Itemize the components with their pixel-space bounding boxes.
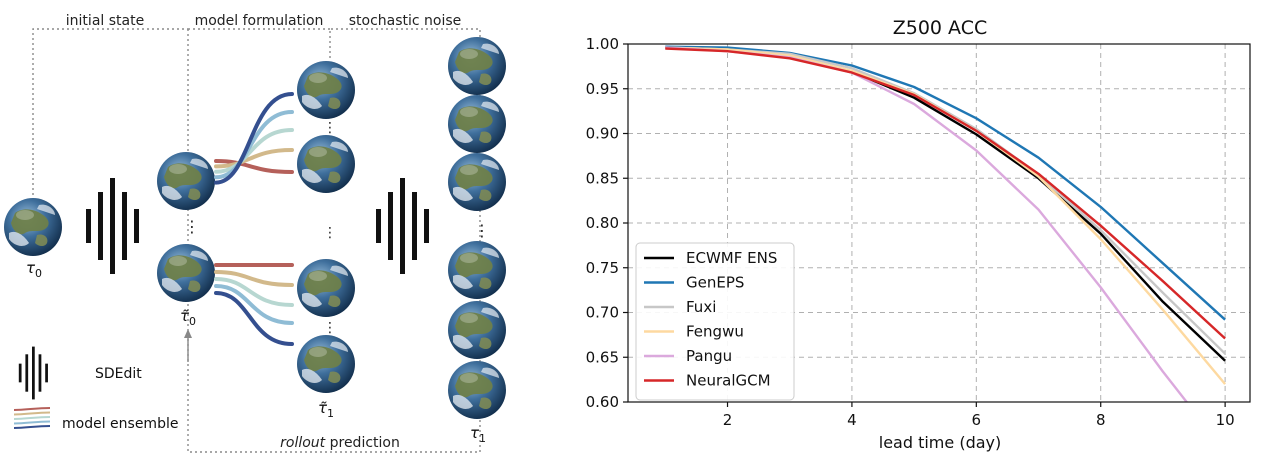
rollout-prediction-label: rollout prediction [280, 435, 400, 451]
x-tick-label: 8 [1096, 411, 1106, 429]
diagram-legend: SDEdit model ensemble [13, 346, 178, 432]
globe-icon-member-1 [297, 61, 355, 119]
globe-icon-final-4 [448, 241, 506, 299]
ensemble-curve [214, 110, 294, 180]
ensemble-curve [214, 159, 294, 174]
svg-text:⋮: ⋮ [323, 120, 337, 136]
globe-icon-final-6 [448, 361, 506, 419]
y-tick-label: 0.80 [586, 214, 619, 232]
legend-entry-label: Pangu [686, 347, 732, 365]
globe-icon-member-4 [297, 335, 355, 393]
globe-icon-initial [4, 198, 62, 256]
ensemble-curve [214, 128, 294, 174]
ensemble-curve [214, 291, 294, 346]
header-initial-state: initial state [66, 13, 144, 29]
series-lines [665, 45, 1227, 402]
y-tick-label: 0.90 [586, 125, 619, 143]
x-tick-label: 2 [723, 411, 733, 429]
y-tick-label: 0.70 [586, 304, 619, 322]
legend-entry-label: ECWMF ENS [686, 249, 777, 267]
y-tick-label: 1.00 [586, 35, 619, 53]
globe-icon-final-1 [448, 37, 506, 95]
ensemble-curve [214, 277, 294, 307]
label-tau0: τ0 [26, 259, 42, 280]
header-model-formulation: model formulation [195, 13, 324, 29]
y-axis-ticks: 0.60 0.65 0.70 0.75 0.80 0.85 0.90 0.95 1.00 [586, 35, 628, 411]
y-tick-label: 0.85 [586, 169, 619, 187]
ensemble-curve [214, 92, 294, 185]
ensemble-curve [214, 270, 294, 287]
legend-box [635, 242, 795, 401]
sdedit-icon-2 [376, 178, 429, 274]
series-line-geneps [665, 45, 1226, 321]
ensemble-legend-line [13, 420, 51, 425]
ensemble-legend-line [13, 416, 51, 420]
legend-entry-label: Fuxi [686, 298, 716, 316]
y-tick-label: 0.65 [586, 348, 619, 366]
legend-entry-label: NeuralGCM [686, 372, 771, 390]
chart-legend: ECWMF ENS GenEPS Fuxi Fengwu Pangu NeuralGCM [635, 242, 795, 401]
x-tick-label: 10 [1216, 411, 1235, 429]
globe-icon-member-2 [297, 135, 355, 193]
initial-state-frame [32, 28, 188, 200]
sdedit-icon-1 [86, 178, 139, 274]
x-axis-ticks: 2 4 6 8 10 [723, 402, 1235, 429]
ensemble-curve [214, 284, 294, 325]
model-ensemble-curves-top [214, 92, 294, 185]
ensemble-legend-line [13, 407, 51, 411]
globe-icon-final-5 [448, 301, 506, 359]
y-tick-label: 0.95 [586, 80, 619, 98]
svg-text:⋮: ⋮ [323, 320, 337, 336]
model-ensemble-legend-icon [13, 407, 51, 429]
label-tau1: τ1 [470, 424, 486, 445]
chart-title: Z500 ACC [893, 17, 988, 39]
legend-entry-label: GenEPS [686, 274, 744, 292]
y-tick-label: 0.60 [586, 393, 619, 411]
model-formulation-frame [187, 28, 481, 453]
header-stochastic-noise: stochastic noise [349, 13, 462, 29]
ensemble-legend-line [13, 411, 51, 416]
legend-sdedit-label: SDEdit [95, 366, 142, 382]
label-tau1-tilde: τ̃1 [318, 399, 334, 420]
label-tau0-tilde: τ̃0 [180, 307, 196, 328]
legend-entry-label: Fengwu [686, 323, 744, 341]
series-line-neuralgcm [665, 47, 1226, 340]
x-tick-label: 4 [847, 411, 857, 429]
legend-model-ensemble-label: model ensemble [62, 416, 178, 432]
globe-icon-perturbed-bottom [157, 244, 215, 302]
x-axis-label: lead time (day) [879, 433, 1001, 452]
ensemble-legend-line [13, 425, 51, 429]
globe-icon-perturbed-top [157, 152, 215, 210]
globe-icon-member-3 [297, 259, 355, 317]
model-ensemble-curves-bottom [214, 262, 294, 346]
svg-text:⋮: ⋮ [323, 225, 337, 241]
globe-icon-final-3 [448, 153, 506, 211]
y-tick-label: 0.75 [586, 259, 619, 277]
z500-acc-chart: Z500 ACC 2 4 6 8 10 0.60 0.65 0.70 0.75 0.80 0.85… [586, 17, 1251, 452]
sdedit-legend-icon [18, 346, 48, 400]
svg-text:⋮: ⋮ [474, 221, 490, 240]
globe-icon-final-2 [448, 95, 506, 153]
pipeline-diagram: initial state model formulation stochast… [4, 13, 506, 453]
x-tick-label: 6 [972, 411, 982, 429]
ellipsis-dots: ⋮ [184, 217, 200, 236]
ensemble-curve [214, 148, 294, 169]
